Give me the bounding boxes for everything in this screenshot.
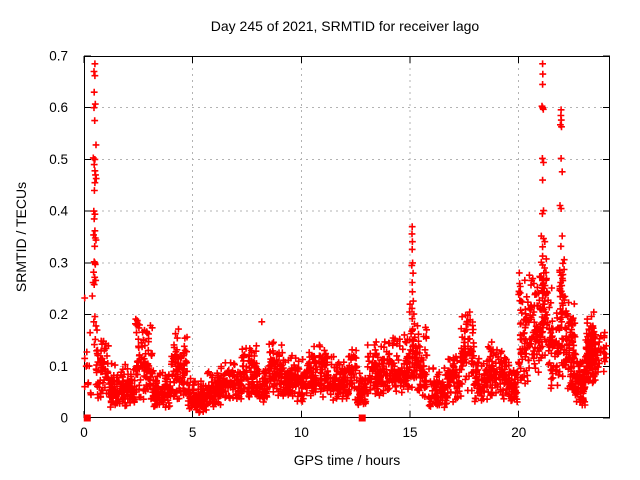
x-axis-label: GPS time / hours: [294, 452, 401, 468]
x-tick-label: 15: [403, 425, 418, 440]
x-tick-labels: 0 5 10 15 20: [80, 425, 526, 440]
zero-square-marker: [83, 414, 91, 422]
y-tick-label: 0.3: [49, 255, 68, 270]
y-tick-label: 0.5: [49, 152, 68, 167]
y-tick-label: 0.6: [49, 100, 68, 115]
x-tick-label: 5: [189, 425, 197, 440]
plot-frame: [84, 56, 610, 418]
y-tick-label: 0: [60, 411, 68, 426]
y-tick-label: 0.4: [49, 204, 68, 219]
zero-marker-squares: [83, 414, 366, 422]
x-tick-label: 20: [511, 425, 526, 440]
y-axis-label: SRMTID / TECUs: [13, 182, 29, 292]
chart-title: Day 245 of 2021, SRMTID for receiver lag…: [211, 18, 480, 34]
y-tick-label: 0.7: [49, 49, 68, 64]
y-tick-label: 0.1: [49, 359, 68, 374]
x-tick-label: 0: [80, 425, 88, 440]
zero-square-marker: [358, 414, 366, 422]
x-tick-label: 10: [294, 425, 309, 440]
y-tick-label: 0.2: [49, 307, 68, 322]
scatter-points: [81, 60, 610, 416]
y-tick-labels: 0 0.1 0.2 0.3 0.4 0.5 0.6 0.7: [49, 49, 68, 426]
